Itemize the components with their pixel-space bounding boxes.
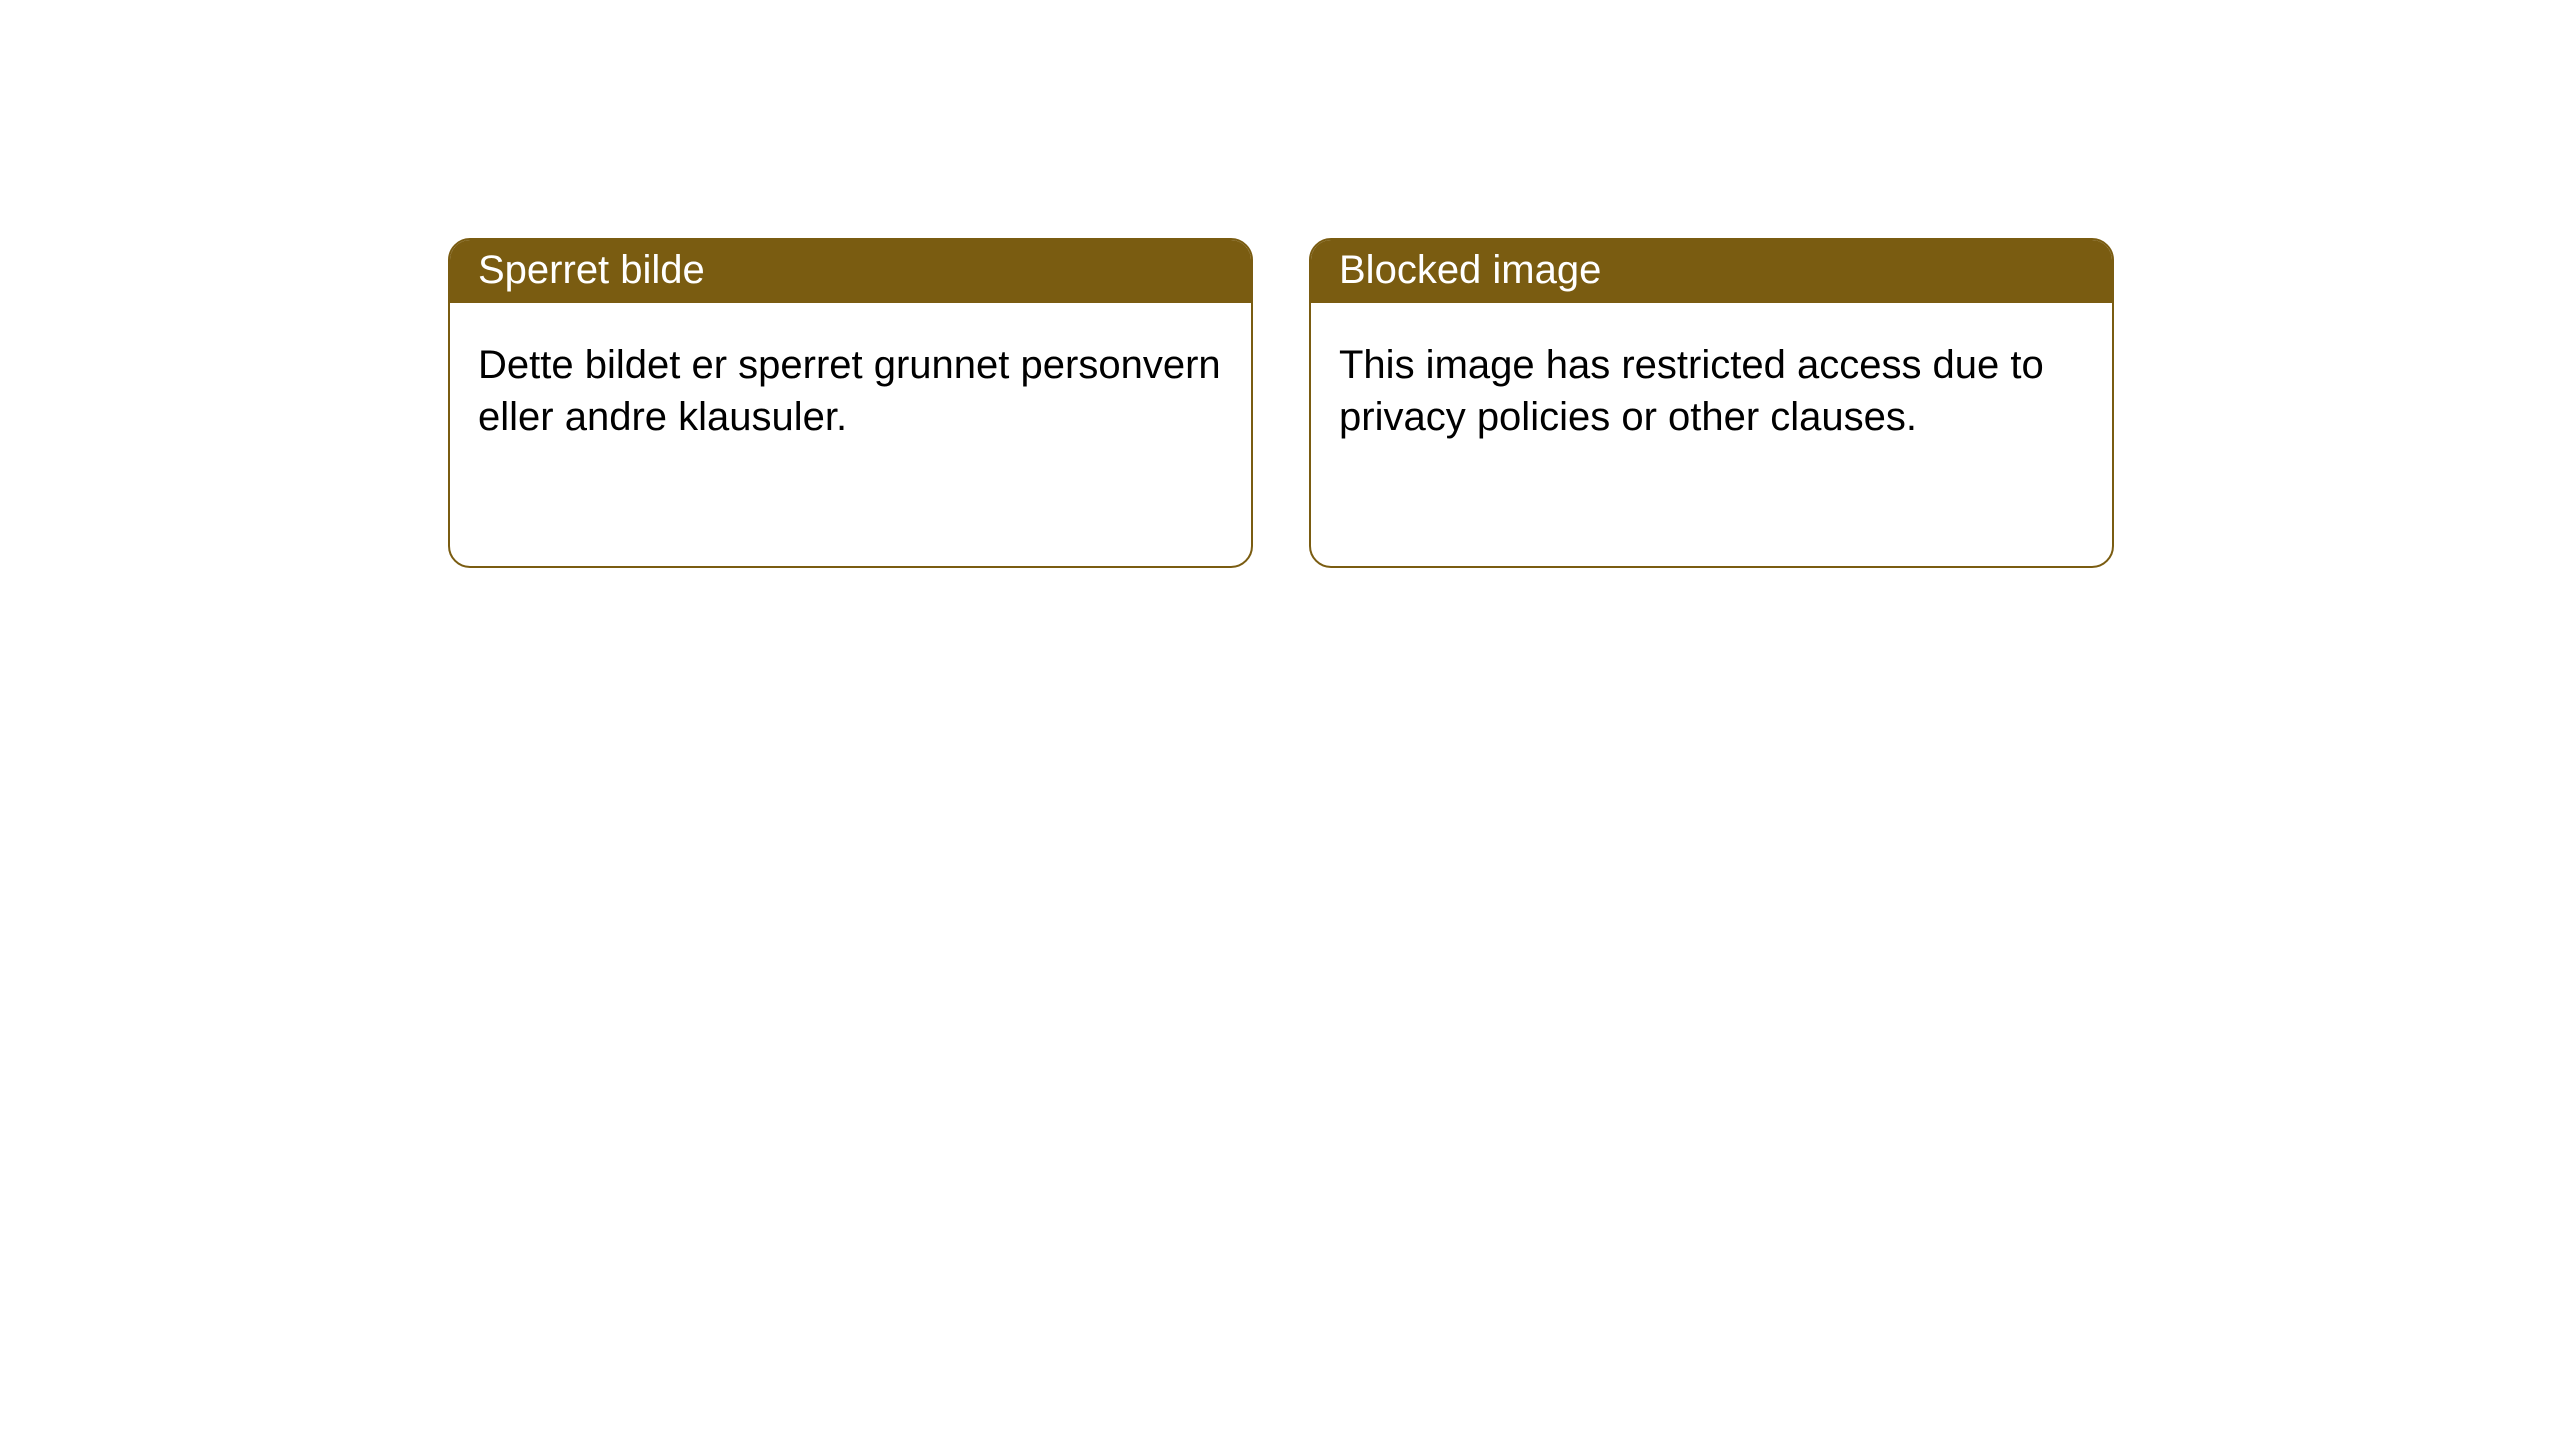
card-body-text: Dette bildet er sperret grunnet personve… [478, 343, 1221, 439]
card-container: Sperret bilde Dette bildet er sperret gr… [0, 0, 2560, 568]
card-body-text: This image has restricted access due to … [1339, 343, 2044, 439]
card-body: Dette bildet er sperret grunnet personve… [450, 303, 1251, 471]
card-title: Sperret bilde [478, 248, 705, 292]
blocked-image-card-no: Sperret bilde Dette bildet er sperret gr… [448, 238, 1253, 568]
card-body: This image has restricted access due to … [1311, 303, 2112, 471]
card-title: Blocked image [1339, 248, 1601, 292]
card-header: Sperret bilde [450, 240, 1251, 303]
card-header: Blocked image [1311, 240, 2112, 303]
blocked-image-card-en: Blocked image This image has restricted … [1309, 238, 2114, 568]
